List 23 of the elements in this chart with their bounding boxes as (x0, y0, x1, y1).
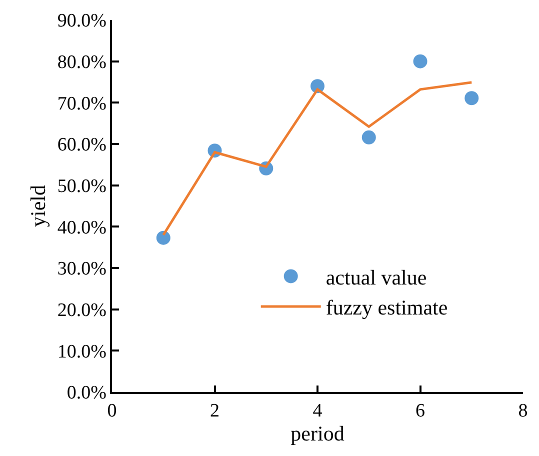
x-tick-label: 8 (518, 400, 528, 422)
y-tick-label: 30.0% (57, 258, 107, 280)
y-tick-label: 40.0% (57, 217, 107, 238)
y-tick-label: 20.0% (57, 300, 107, 321)
y-tick-label: 70.0% (57, 93, 107, 114)
x-tick-label: 0 (107, 400, 117, 422)
y-tick-label: 50.0% (57, 176, 107, 197)
y-tick-label: 60.0% (57, 134, 107, 156)
legend-label: actual value (326, 265, 427, 290)
x-axis-title: period (290, 422, 345, 446)
point (464, 91, 479, 106)
y-tick-label: 90.0% (57, 10, 107, 32)
x-tick-label: 2 (210, 400, 220, 422)
y-tick-label: 0.0% (66, 382, 107, 404)
x-tick-label: 6 (416, 400, 425, 422)
y-axis-title: yield (26, 184, 50, 227)
legend-label: fuzzy estimate (326, 296, 448, 320)
y-tick-label: 10.0% (57, 341, 107, 362)
y-tick-label: 80.0% (57, 52, 107, 73)
point (413, 54, 428, 68)
x-tick-label: 4 (312, 400, 323, 422)
point (362, 130, 376, 144)
point (156, 230, 170, 245)
